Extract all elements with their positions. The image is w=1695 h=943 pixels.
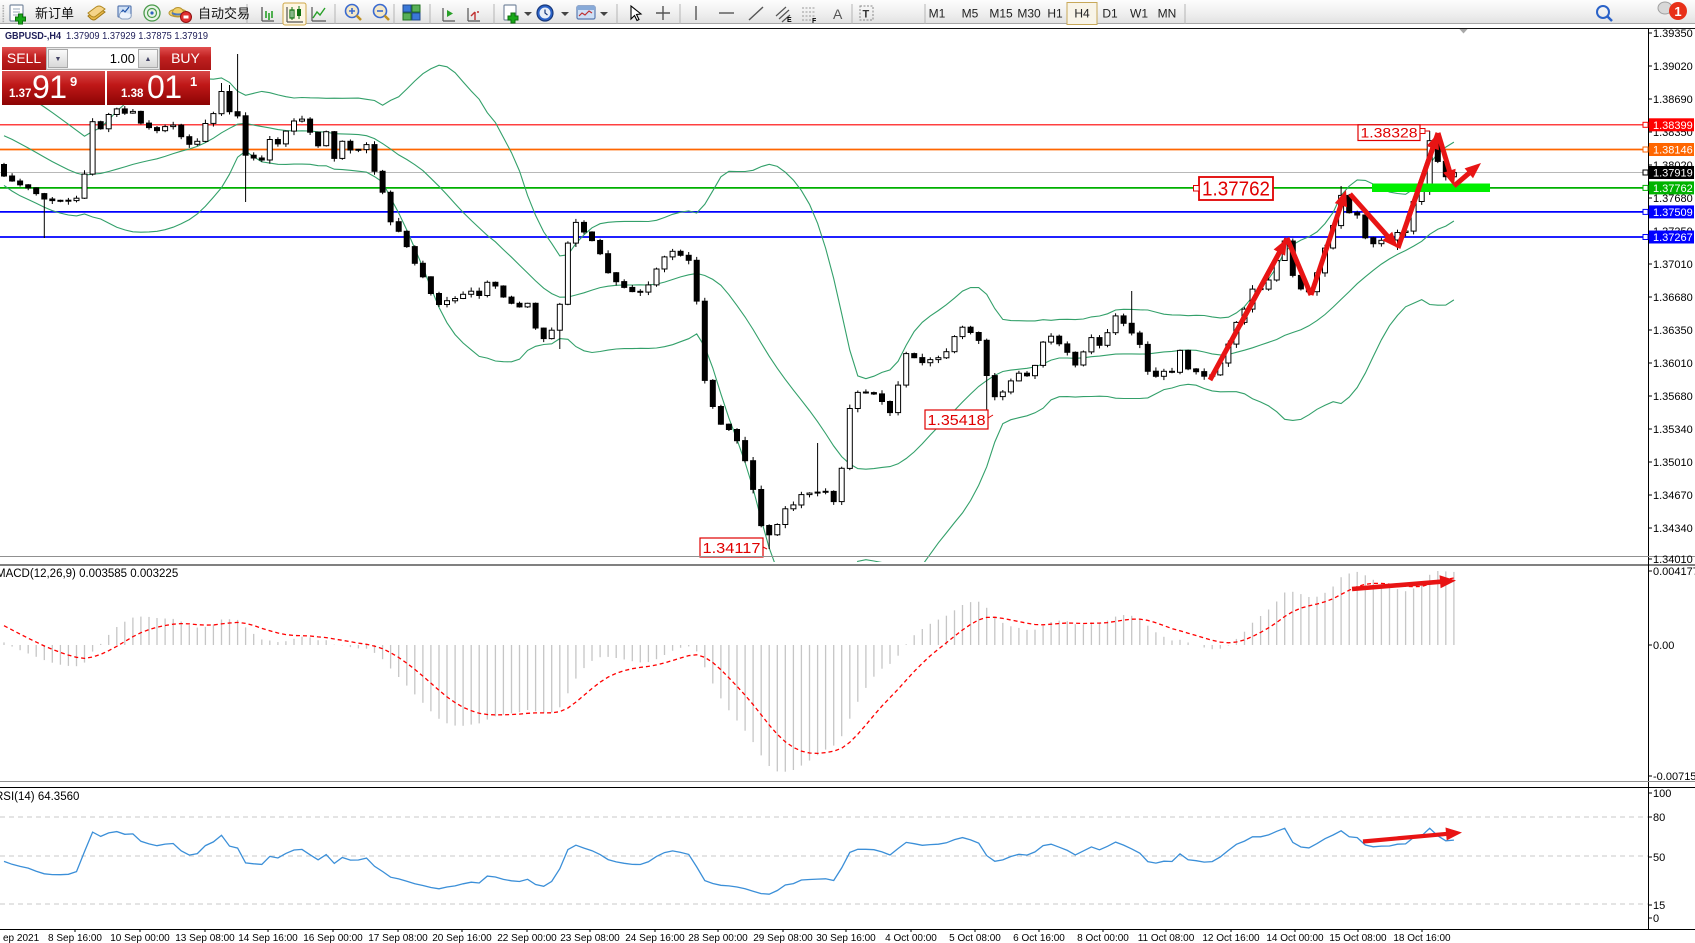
svg-text:16 Sep 00:00: 16 Sep 00:00 bbox=[303, 933, 363, 943]
svg-text:23 Sep 08:00: 23 Sep 08:00 bbox=[560, 933, 620, 943]
svg-text:15: 15 bbox=[1653, 900, 1665, 912]
svg-text:28 Sep 00:00: 28 Sep 00:00 bbox=[688, 933, 748, 943]
svg-text:13 Sep 08:00: 13 Sep 08:00 bbox=[175, 933, 235, 943]
svg-text:H1: H1 bbox=[1047, 7, 1063, 21]
svg-text:RSI(14) 64.3560: RSI(14) 64.3560 bbox=[0, 791, 79, 803]
svg-text:0.00: 0.00 bbox=[1653, 640, 1674, 652]
svg-text:14 Oct 00:00: 14 Oct 00:00 bbox=[1266, 933, 1324, 943]
svg-text:1: 1 bbox=[1674, 4, 1681, 19]
svg-text:1.38328: 1.38328 bbox=[1361, 125, 1418, 141]
svg-text:1.36350: 1.36350 bbox=[1653, 325, 1693, 337]
svg-text:30 Sep 16:00: 30 Sep 16:00 bbox=[816, 933, 876, 943]
svg-text:M15: M15 bbox=[989, 7, 1013, 21]
svg-text:1.37267: 1.37267 bbox=[1653, 232, 1693, 244]
svg-text:1.35010: 1.35010 bbox=[1653, 457, 1693, 469]
svg-text:F: F bbox=[812, 18, 817, 25]
svg-text:M30: M30 bbox=[1017, 7, 1041, 21]
svg-text:1.37909 1.37929 1.37875 1.3791: 1.37909 1.37929 1.37875 1.37919 bbox=[66, 30, 208, 42]
svg-text:1.36010: 1.36010 bbox=[1653, 358, 1693, 370]
svg-text:D1: D1 bbox=[1102, 7, 1118, 21]
svg-text:自动交易: 自动交易 bbox=[198, 6, 250, 21]
svg-text:1.38146: 1.38146 bbox=[1653, 145, 1693, 157]
svg-text:5 Oct 08:00: 5 Oct 08:00 bbox=[949, 933, 1001, 943]
svg-text:8 Sep 16:00: 8 Sep 16:00 bbox=[48, 933, 102, 943]
svg-text:0.004177: 0.004177 bbox=[1653, 566, 1695, 578]
svg-text:-0.007153: -0.007153 bbox=[1653, 771, 1695, 783]
svg-text:18 Oct 16:00: 18 Oct 16:00 bbox=[1393, 933, 1451, 943]
svg-text:1.35340: 1.35340 bbox=[1653, 424, 1693, 436]
svg-text:17 Sep 08:00: 17 Sep 08:00 bbox=[368, 933, 428, 943]
svg-text:M5: M5 bbox=[962, 7, 979, 21]
svg-text:GBPUSD-,H4: GBPUSD-,H4 bbox=[5, 30, 61, 42]
svg-text:100: 100 bbox=[1653, 788, 1671, 800]
svg-text:M1: M1 bbox=[929, 7, 946, 21]
svg-text:24 Sep 16:00: 24 Sep 16:00 bbox=[625, 933, 685, 943]
svg-text:11 Oct 08:00: 11 Oct 08:00 bbox=[1138, 933, 1195, 943]
svg-text:ep 2021: ep 2021 bbox=[3, 933, 40, 943]
svg-text:1.35418: 1.35418 bbox=[928, 412, 986, 429]
svg-text:1.38690: 1.38690 bbox=[1653, 94, 1693, 106]
svg-text:E: E bbox=[787, 17, 792, 24]
svg-text:1.34117: 1.34117 bbox=[703, 540, 761, 557]
svg-text:15 Oct 08:00: 15 Oct 08:00 bbox=[1329, 933, 1387, 943]
svg-text:50: 50 bbox=[1653, 852, 1665, 864]
svg-text:4 Oct 00:00: 4 Oct 00:00 bbox=[885, 933, 937, 943]
svg-text:29 Sep 08:00: 29 Sep 08:00 bbox=[753, 933, 813, 943]
svg-text:A: A bbox=[833, 6, 843, 22]
svg-text:6 Oct 16:00: 6 Oct 16:00 bbox=[1013, 933, 1065, 943]
svg-text:1.35680: 1.35680 bbox=[1653, 391, 1693, 403]
svg-text:12 Oct 16:00: 12 Oct 16:00 bbox=[1202, 933, 1260, 943]
svg-text:H4: H4 bbox=[1074, 7, 1090, 21]
svg-text:1.38399: 1.38399 bbox=[1653, 120, 1693, 132]
svg-text:1.36680: 1.36680 bbox=[1653, 292, 1693, 304]
svg-text:22 Sep 00:00: 22 Sep 00:00 bbox=[497, 933, 557, 943]
svg-text:1.39020: 1.39020 bbox=[1653, 61, 1693, 73]
svg-text:1.39350: 1.39350 bbox=[1653, 28, 1693, 40]
svg-text:1.34340: 1.34340 bbox=[1653, 523, 1693, 535]
svg-text:20 Sep 16:00: 20 Sep 16:00 bbox=[432, 933, 492, 943]
svg-text:1.37010: 1.37010 bbox=[1653, 259, 1693, 271]
svg-text:1.34010: 1.34010 bbox=[1653, 554, 1693, 566]
svg-text:80: 80 bbox=[1653, 812, 1665, 824]
svg-text:W1: W1 bbox=[1130, 7, 1148, 21]
svg-text:MACD(12,26,9) 0.003585 0.00322: MACD(12,26,9) 0.003585 0.003225 bbox=[0, 568, 178, 580]
svg-text:1.37509: 1.37509 bbox=[1653, 207, 1693, 219]
svg-text:1.37762: 1.37762 bbox=[1202, 179, 1270, 201]
svg-text:1.37919: 1.37919 bbox=[1653, 168, 1693, 180]
svg-text:MN: MN bbox=[1158, 7, 1177, 21]
svg-text:T: T bbox=[863, 9, 870, 21]
svg-text:新订单: 新订单 bbox=[35, 6, 74, 21]
svg-text:8 Oct 00:00: 8 Oct 00:00 bbox=[1077, 933, 1129, 943]
svg-text:0: 0 bbox=[1653, 913, 1659, 925]
svg-text:1.37680: 1.37680 bbox=[1653, 193, 1693, 205]
svg-text:1.37762: 1.37762 bbox=[1653, 183, 1693, 195]
svg-text:10 Sep 00:00: 10 Sep 00:00 bbox=[110, 933, 170, 943]
svg-text:1.34670: 1.34670 bbox=[1653, 490, 1693, 502]
svg-text:14 Sep 16:00: 14 Sep 16:00 bbox=[238, 933, 298, 943]
